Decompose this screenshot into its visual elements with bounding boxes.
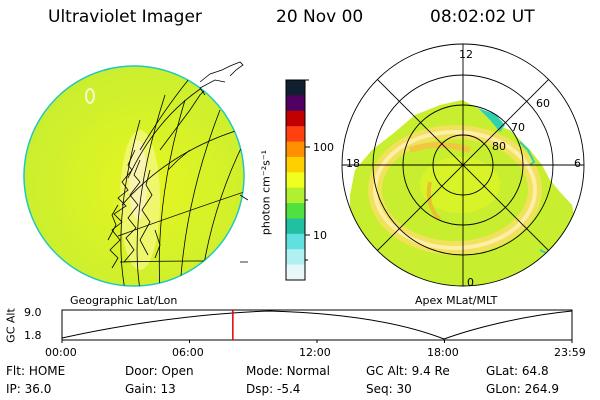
geographic-image — [23, 61, 249, 287]
color-scale-bar — [285, 79, 306, 281]
mlt-label-6: 6 — [574, 157, 581, 170]
status-mode: Mode: Normal — [246, 364, 330, 378]
time-tick-1200: 12:00 — [299, 346, 331, 359]
status-dsp: Dsp: -5.4 — [246, 382, 301, 396]
time-tick-0000: 00:00 — [45, 346, 77, 359]
mlat-label-60: 60 — [536, 97, 550, 110]
mlat-label-80: 80 — [492, 140, 506, 153]
status-gc-alt: GC Alt: 9.4 Re — [366, 364, 450, 378]
colorbar-tick-100: 100 — [313, 141, 334, 154]
right-panel-caption: Apex MLat/MLT — [415, 294, 498, 307]
mlat-label-70: 70 — [511, 121, 525, 134]
colorbar-segment — [286, 80, 305, 96]
status-glat: GLat: 64.8 — [486, 364, 549, 378]
status-gain: Gain: 13 — [125, 382, 176, 396]
colorbar-segment — [286, 187, 305, 204]
colorbar-unit-label: photon cm⁻²s⁻¹ — [259, 149, 273, 236]
status-glon: GLon: 264.9 — [486, 382, 559, 396]
date-label: 20 Nov 00 — [276, 7, 364, 27]
mlt-label-18: 18 — [346, 157, 360, 170]
alt-tick-low: 1.8 — [24, 329, 42, 342]
time-tick-1800: 18:00 — [427, 346, 459, 359]
mlt-label-0: 0 — [467, 276, 474, 289]
colorbar-frame — [285, 79, 306, 281]
time-tick-0600: 06:00 — [172, 346, 204, 359]
colorbar-segment — [286, 95, 305, 112]
colorbar-segment — [286, 249, 305, 266]
colorbar-segment — [286, 141, 305, 158]
mlt-label-12: 12 — [459, 48, 473, 61]
status-door: Door: Open — [125, 364, 194, 378]
colorbar-segment — [286, 203, 305, 219]
colorbar-segment — [286, 233, 305, 250]
alt-tick-high: 9.0 — [24, 306, 42, 319]
alt-axis-label: GC Alt — [4, 308, 18, 343]
colorbar-segment — [286, 172, 305, 189]
instrument-title: Ultraviolet Imager — [48, 7, 202, 27]
colorbar-segment — [286, 110, 305, 127]
colorbar-segment — [286, 156, 305, 173]
status-flt: Flt: HOME — [6, 364, 66, 378]
altitude-plot — [61, 309, 573, 343]
left-panel-caption: Geographic Lat/Lon — [70, 294, 178, 307]
status-seq: Seq: 30 — [366, 382, 412, 396]
polar-image — [341, 43, 585, 287]
colorbar-segment — [286, 126, 305, 143]
time-tick-2359: 23:59 — [554, 346, 586, 359]
status-ip: IP: 36.0 — [6, 382, 52, 396]
colorbar-tick-10: 10 — [313, 229, 327, 242]
colorbar-segment — [286, 218, 305, 235]
colorbar-ticks — [305, 79, 310, 261]
time-label: 08:02:02 UT — [430, 7, 535, 27]
colorbar-segment — [286, 264, 305, 281]
